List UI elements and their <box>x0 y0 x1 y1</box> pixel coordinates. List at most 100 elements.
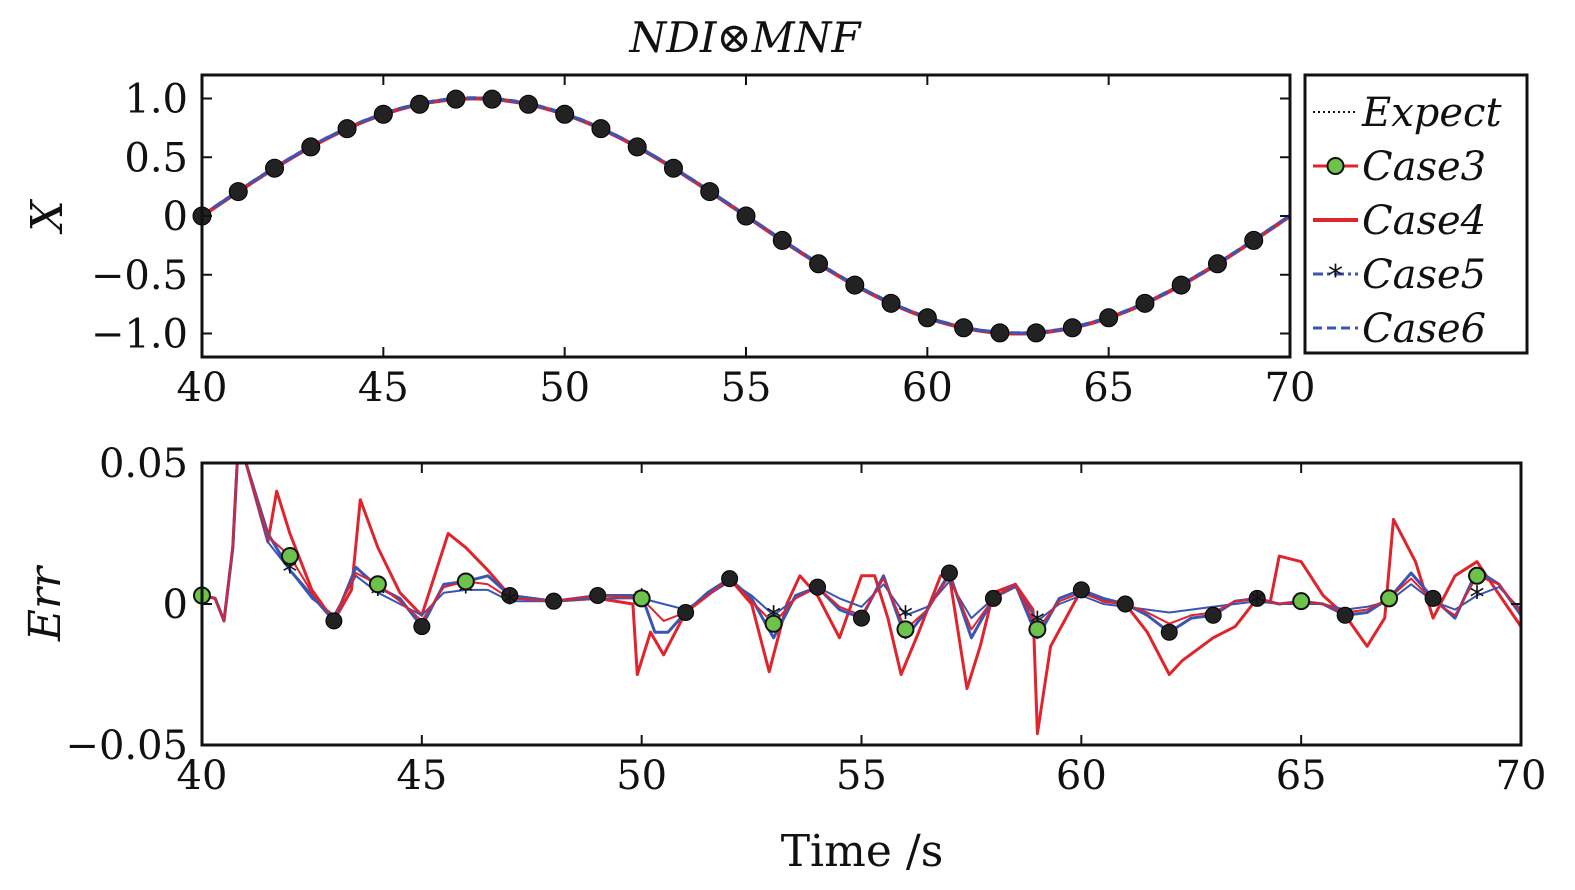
bottom-x-tick-label: 70 <box>1496 753 1547 799</box>
bottom-dark-marker <box>940 564 958 582</box>
bottom-y-tick-label: 0.05 <box>99 441 188 487</box>
bottom-axis-ticks: 40 45 50 55 60 65 70 0.05 0 −0.05 <box>65 441 1546 799</box>
top-x-tick-label: 45 <box>358 365 409 411</box>
bottom-case3-marker <box>280 547 299 566</box>
bottom-case3-marker <box>1468 566 1487 585</box>
top-data-marker <box>809 254 829 274</box>
top-y-tick-label: 0 <box>163 194 188 240</box>
top-data-marker <box>410 94 430 114</box>
top-data-marker <box>446 89 466 109</box>
bottom-dark-marker <box>1116 595 1134 613</box>
legend: Expect Case3 Case4 * Case5 Case6 <box>1303 73 1529 355</box>
top-y-tick-label: −0.5 <box>91 253 188 299</box>
top-data-marker <box>591 119 611 139</box>
bottom-y-tick-label: 0 <box>163 582 188 628</box>
bottom-x-tick-label: 60 <box>1056 753 1107 799</box>
top-y-tick-label: 0.5 <box>124 135 188 181</box>
bottom-x-tick-label: 40 <box>177 753 228 799</box>
top-data-marker <box>990 323 1010 343</box>
top-data-marker <box>301 137 321 157</box>
bottom-dark-marker <box>721 570 739 588</box>
bottom-dark-marker <box>325 612 343 630</box>
bottom-case3-marker <box>764 614 783 633</box>
legend-case4-label: Case4 <box>1362 198 1486 244</box>
bottom-series-layer <box>202 463 1521 736</box>
bottom-dark-marker <box>809 578 827 596</box>
top-y-tick-label: 1.0 <box>124 77 188 123</box>
bottom-x-tick-label: 50 <box>616 753 667 799</box>
bottom-dark-marker <box>853 609 870 627</box>
bottom-case3-marker <box>368 575 387 594</box>
top-data-marker <box>1207 254 1227 274</box>
top-data-marker <box>337 119 357 139</box>
top-y-tick-label: −1.0 <box>91 312 188 358</box>
top-data-marker <box>627 137 647 157</box>
top-x-tick-label: 65 <box>1083 365 1134 411</box>
legend-case6-label: Case6 <box>1362 306 1486 352</box>
bottom-case3-marker <box>1292 592 1311 611</box>
top-data-marker <box>772 230 792 250</box>
bottom-dark-marker <box>677 603 695 621</box>
chart-title: NDI⊗MNF <box>628 13 862 62</box>
top-data-marker <box>845 275 865 295</box>
top-data-marker <box>265 158 285 178</box>
legend-expect-label: Expect <box>1361 90 1502 136</box>
top-x-tick-label: 70 <box>1265 365 1316 411</box>
top-panel: 40 45 50 55 60 65 70 1.0 0.5 0 −0.5 −1.0 X <box>22 73 1316 411</box>
bottom-case3-marker <box>1380 589 1399 608</box>
legend-case5-marker: * <box>1328 259 1343 294</box>
bottom-dark-marker <box>589 587 607 605</box>
legend-entries: Expect Case3 Case4 * Case5 Case6 <box>1313 90 1502 352</box>
top-x-tick-label: 50 <box>539 365 590 411</box>
bottom-dark-marker <box>1424 589 1442 607</box>
top-data-marker <box>482 89 502 109</box>
bottom-dark-marker <box>545 592 563 610</box>
bottom-dark-marker <box>501 587 519 605</box>
top-axis-ticks: 40 45 50 55 60 65 70 1.0 0.5 0 −0.5 −1.0 <box>91 75 1316 411</box>
bottom-case3-marker <box>1028 620 1047 639</box>
top-data-marker <box>1062 318 1082 338</box>
bottom-x-tick-label: 45 <box>396 753 447 799</box>
bottom-case3-marker <box>632 589 651 608</box>
bottom-case5-marker: * <box>1250 586 1265 621</box>
bottom-case5-marker: * <box>1470 581 1485 616</box>
top-data-marker <box>555 104 575 124</box>
bottom-x-axis-title: Time /s <box>781 826 944 877</box>
top-x-tick-label: 55 <box>721 365 772 411</box>
bottom-dark-marker <box>413 618 431 636</box>
top-marker-layer <box>192 89 1264 343</box>
bottom-series-case4-line <box>202 463 1521 736</box>
bottom-dark-marker <box>1336 606 1354 624</box>
top-data-marker <box>881 293 901 313</box>
top-data-marker <box>1135 293 1155 313</box>
top-data-marker <box>1099 308 1119 328</box>
bottom-dark-marker <box>1160 623 1178 641</box>
top-data-marker <box>663 158 683 178</box>
bottom-dark-marker <box>1072 581 1090 599</box>
top-data-marker <box>954 318 974 338</box>
top-data-marker <box>917 308 937 328</box>
bottom-x-tick-label: 65 <box>1276 753 1327 799</box>
top-data-marker <box>736 206 756 226</box>
top-x-tick-label: 60 <box>902 365 953 411</box>
top-y-axis-title: X <box>22 199 73 235</box>
bottom-case5-marker: * <box>502 586 517 621</box>
legend-case3-marker <box>1326 157 1345 175</box>
legend-case3-label: Case3 <box>1362 144 1486 190</box>
legend-box <box>1303 73 1529 355</box>
bottom-y-tick-label: −0.05 <box>65 723 188 769</box>
top-data-marker <box>228 182 248 202</box>
bottom-x-tick-label: 55 <box>836 753 887 799</box>
legend-case5-label: Case5 <box>1362 252 1486 298</box>
bottom-dark-marker <box>1204 606 1222 624</box>
top-data-marker <box>518 94 538 114</box>
bottom-dark-marker <box>1248 589 1266 607</box>
top-data-marker <box>1171 275 1191 295</box>
top-data-marker <box>1244 230 1264 250</box>
bottom-marker-layer: *********** <box>193 547 1487 641</box>
bottom-dark-marker <box>984 589 1002 607</box>
top-data-marker <box>1026 323 1046 343</box>
bottom-case3-marker <box>456 572 475 591</box>
